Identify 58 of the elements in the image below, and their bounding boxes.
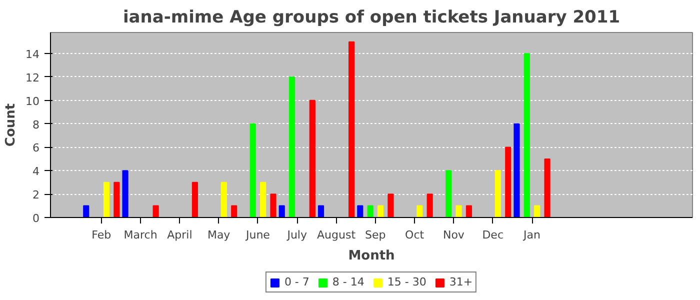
bar	[377, 205, 384, 218]
bar	[426, 194, 433, 218]
x-tick-label: April	[167, 228, 192, 242]
x-tick-label: Dec	[482, 228, 504, 242]
legend-label: 0 - 7	[284, 276, 310, 288]
y-tick-label: 4	[32, 165, 40, 178]
bar	[367, 205, 374, 218]
bar	[446, 170, 452, 218]
x-tick-label: March	[124, 228, 158, 242]
bar	[220, 182, 227, 218]
bar	[83, 205, 90, 218]
bar	[318, 205, 324, 218]
bar	[103, 182, 110, 218]
y-tick-label: 0	[32, 212, 40, 225]
bar	[152, 205, 159, 218]
bar	[357, 205, 364, 218]
x-tick-label: Nov	[442, 228, 465, 242]
x-tick-label: Jan	[522, 228, 541, 242]
y-tick-label: 8	[32, 118, 40, 132]
bar	[231, 205, 238, 218]
bar	[534, 205, 540, 218]
x-tick-label: May	[207, 228, 231, 242]
bar	[348, 41, 355, 218]
legend-label: 8 - 14	[332, 276, 364, 288]
bar	[309, 100, 316, 218]
bar	[514, 123, 520, 218]
bar	[250, 123, 256, 218]
legend-label: 31+	[449, 276, 473, 288]
bar	[494, 170, 501, 218]
x-tick-label: July	[286, 228, 308, 242]
bar	[192, 182, 198, 218]
x-tick-label: Feb	[92, 228, 112, 242]
bar	[270, 194, 276, 218]
bar	[524, 53, 530, 218]
bar	[416, 205, 423, 218]
x-axis-title: Month	[348, 248, 395, 264]
x-tick-label: Sep	[365, 228, 386, 242]
legend-label: 15 - 30	[387, 276, 426, 288]
x-tick-label: August	[317, 228, 356, 242]
bar	[388, 194, 394, 218]
y-axis-title: Count	[4, 103, 19, 147]
bar	[544, 158, 550, 218]
bar	[278, 205, 285, 218]
bar	[114, 182, 120, 218]
y-tick-label: 12	[26, 71, 40, 84]
bar	[288, 76, 296, 218]
y-tick-label: 10	[26, 94, 40, 108]
bar	[466, 205, 472, 218]
bar	[260, 182, 266, 218]
x-tick-label: Oct	[405, 228, 425, 242]
y-tick-label: 6	[32, 142, 40, 155]
bar	[505, 146, 512, 218]
bar	[456, 205, 462, 218]
x-tick-label: June	[245, 228, 270, 242]
chart-title: iana-mime Age groups of open tickets January 2011	[122, 8, 620, 28]
y-tick-label: 14	[26, 48, 40, 62]
bar	[122, 170, 128, 218]
y-tick-label: 2	[32, 188, 40, 202]
